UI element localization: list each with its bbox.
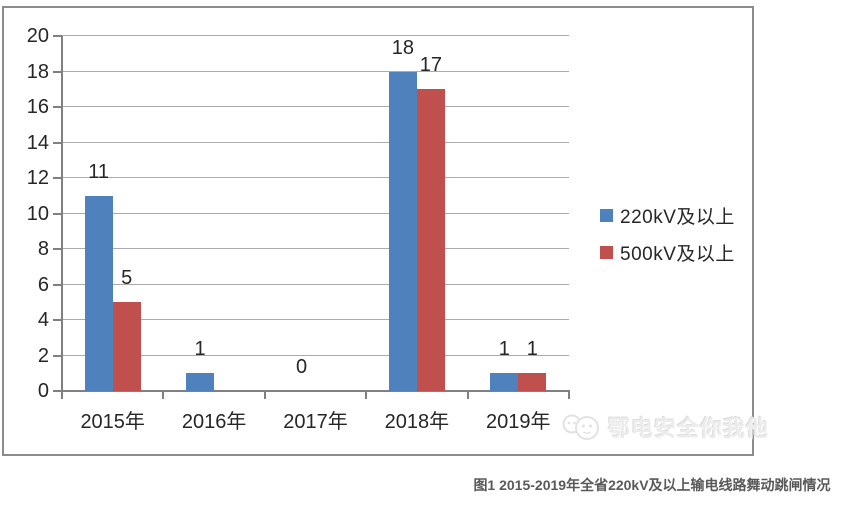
bar-label: 1	[498, 338, 510, 361]
y-tick-label: 6	[37, 273, 49, 296]
y-tick-label: 2	[37, 344, 49, 367]
legend-label-220kv: 220kV及以上	[620, 206, 735, 228]
bar-500kV及以上-2015年	[112, 302, 141, 391]
y-tick-label: 8	[37, 238, 49, 260]
y-tick-label: 18	[26, 60, 49, 83]
x-tick	[568, 391, 570, 399]
legend: 220kV及以上 500kV及以上	[600, 205, 735, 279]
y-tick-16	[53, 106, 62, 108]
gridline-2	[62, 354, 569, 356]
x-tick-label: 2018年	[384, 411, 450, 433]
bar-label: 11	[88, 160, 110, 183]
x-tick	[162, 391, 165, 399]
y-tick-20	[53, 35, 62, 37]
gridline-4	[62, 319, 569, 320]
legend-item-500kv: 500kV及以上	[600, 242, 735, 265]
figure-caption: 图1 2015-2019年全省220kV及以上输电线路舞动跳闸情况	[473, 477, 831, 493]
legend-swatch-500kv	[600, 245, 613, 259]
bar-label: 17	[419, 54, 443, 77]
bar-label: 1	[194, 338, 206, 361]
legend-item-220kv: 220kV及以上	[600, 205, 735, 228]
y-tick-6	[53, 283, 62, 286]
x-tick-label: 2019年	[486, 411, 551, 433]
watermark-text: 鄂电安全你我他	[608, 416, 770, 441]
bar-500kV及以上-2019年	[518, 373, 547, 391]
bar-220kV及以上-2016年	[186, 373, 215, 391]
y-axis	[61, 36, 63, 392]
x-tick	[466, 391, 469, 399]
x-axis	[61, 390, 570, 392]
y-tick-label: 16	[26, 96, 49, 118]
gridline-8	[62, 248, 569, 249]
mascot-logo-icon	[562, 414, 599, 440]
x-tick	[365, 391, 368, 399]
y-tick-0	[53, 390, 62, 392]
gridline-6	[62, 283, 569, 285]
y-tick-18	[53, 70, 62, 73]
bar-220kV及以上-2018年	[388, 71, 417, 391]
bar-500kV及以上-2018年	[416, 89, 445, 391]
gridline-12	[62, 177, 569, 178]
y-tick-14	[53, 141, 62, 144]
y-tick-8	[53, 248, 62, 250]
x-tick-label: 2016年	[181, 411, 247, 433]
legend-swatch-220kv	[600, 208, 613, 222]
bar-label: 0	[295, 356, 308, 378]
bar-label: 18	[391, 36, 415, 59]
y-tick-12	[53, 177, 62, 179]
y-tick-label: 0	[37, 380, 49, 402]
y-tick-label: 20	[26, 25, 49, 47]
bar-220kV及以上-2019年	[490, 373, 519, 391]
y-tick-2	[53, 354, 62, 357]
x-tick	[61, 391, 63, 399]
y-tick-label: 4	[37, 309, 49, 331]
x-tick-label: 2015年	[80, 411, 145, 433]
gridline-16	[62, 106, 569, 107]
bar-220kV及以上-2015年	[84, 195, 113, 391]
bar-label: 5	[121, 267, 133, 290]
y-tick-10	[53, 212, 62, 215]
gridline-14	[62, 141, 569, 143]
y-tick-4	[53, 319, 62, 321]
watermark: 鄂电安全你我他	[560, 410, 769, 444]
x-tick-label: 2017年	[283, 411, 348, 433]
chart-frame: 220kV及以上 500kV及以上 鄂电安全你我他 0 2 4 6 8 10 12 14 16 1…	[2, 6, 768, 456]
bar-label: 1	[526, 338, 538, 361]
x-tick	[263, 391, 266, 399]
y-tick-label: 14	[26, 131, 49, 154]
y-tick-label: 10	[26, 202, 49, 225]
legend-label-500kv: 500kV及以上	[620, 243, 735, 265]
gridline-18	[62, 70, 569, 72]
gridline-10	[62, 212, 569, 214]
gridline-20	[62, 35, 569, 36]
y-tick-label: 12	[26, 167, 49, 189]
